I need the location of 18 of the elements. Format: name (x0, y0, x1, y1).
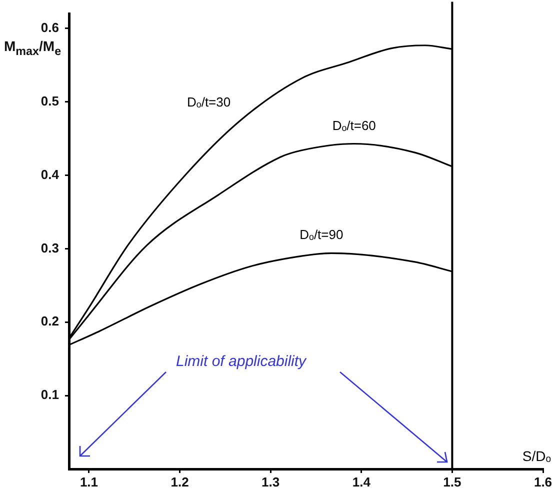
series-label: Dₒ/t=60 (332, 118, 376, 133)
y-tick-label: 0.6 (40, 20, 59, 36)
y-tick-label: 0.5 (40, 93, 59, 108)
x-tick-label: 1.2 (170, 474, 189, 490)
series-label: Dₒ/t=90 (300, 227, 344, 242)
annotation: Limit of applicability (176, 353, 306, 370)
x-tick-label: 1.1 (80, 474, 98, 490)
y-tick-label: 0.4 (40, 166, 60, 182)
series-label: Dₒ/t=30 (187, 94, 231, 110)
y-tick-label: 0.3 (40, 240, 59, 256)
x-tick-label: 1.6 (534, 474, 552, 490)
y-tick-label: 0.2 (40, 314, 59, 329)
x-axis-title: S/Dₒ (522, 448, 551, 464)
y-axis-title: M$_{max}$/M$_{e}$ (4, 38, 62, 58)
x-tick-label: 1.3 (262, 474, 280, 490)
y-tick-label: 0.1 (40, 387, 59, 402)
x-tick-label: 1.4 (352, 474, 372, 490)
x-tick-label: 1.5 (443, 474, 462, 490)
